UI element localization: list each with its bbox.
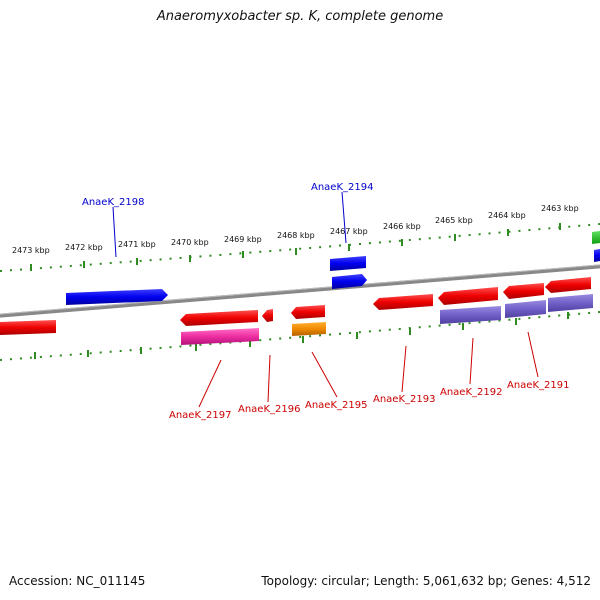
gene-arrow[interactable] (66, 289, 168, 305)
ruler-label: 2468 kbp (277, 231, 315, 240)
gene-arrow[interactable] (291, 305, 325, 319)
gene-arrow[interactable] (592, 231, 600, 244)
gene-arrow[interactable] (548, 294, 593, 312)
gene-arrow[interactable] (180, 310, 258, 326)
gene-arrow[interactable] (440, 306, 501, 324)
gene-label[interactable]: AnaeK_2196 (238, 404, 300, 415)
gene-arrow[interactable] (503, 283, 544, 299)
ruler-label: 2467 kbp (330, 227, 368, 236)
ruler-label: 2469 kbp (224, 235, 262, 244)
ruler-label: 2463 kbp (541, 204, 579, 213)
gene-arrow[interactable] (545, 277, 591, 293)
gene-arrow[interactable] (594, 249, 600, 262)
ruler-labels: 2473 kbp 2472 kbp 2471 kbp 2470 kbp 2469… (12, 204, 579, 255)
gene-arrow[interactable] (262, 309, 273, 322)
genome-backbone (0, 264, 600, 318)
gene-arrow[interactable] (292, 322, 326, 336)
ruler-label: 2465 kbp (435, 216, 473, 225)
ruler-label: 2473 kbp (12, 246, 50, 255)
gene-label[interactable]: AnaeK_2194 (311, 182, 373, 193)
ruler-label: 2471 kbp (118, 240, 156, 249)
outer-ruler-track (0, 223, 600, 272)
ruler-label: 2464 kbp (488, 211, 526, 220)
gene-label[interactable]: AnaeK_2193 (373, 394, 435, 405)
gene-labels: AnaeK_2198 AnaeK_2194 AnaeK_2197 AnaeK_2… (82, 182, 569, 421)
inner-major-ticks (34, 312, 569, 359)
gene-label[interactable]: AnaeK_2191 (507, 380, 569, 391)
inner-ruler-track (0, 311, 600, 361)
topology-text: Topology: circular; Length: 5,061,632 bp… (261, 574, 591, 588)
gene-arrow[interactable] (332, 274, 367, 289)
gene-label[interactable]: AnaeK_2198 (82, 197, 144, 208)
leader-lines (112, 191, 539, 408)
gene-arrow[interactable] (505, 300, 546, 318)
gene-arrow[interactable] (0, 320, 56, 335)
reverse-genes (0, 277, 593, 345)
outer-major-ticks (30, 223, 561, 271)
accession-text: Accession: NC_011145 (9, 574, 146, 588)
genome-backbone-highlight (0, 264, 600, 315)
gene-label[interactable]: AnaeK_2192 (440, 387, 502, 398)
forward-genes (66, 231, 600, 305)
gene-label[interactable]: AnaeK_2197 (169, 410, 231, 421)
gene-label[interactable]: AnaeK_2195 (305, 400, 367, 411)
ruler-label: 2470 kbp (171, 238, 209, 247)
gene-arrow[interactable] (181, 328, 259, 345)
gene-arrow[interactable] (373, 294, 433, 310)
gene-arrow[interactable] (330, 256, 366, 271)
ruler-label: 2472 kbp (65, 243, 103, 252)
map-title: Anaeromyxobacter sp. K, complete genome (156, 9, 444, 24)
gene-arrow[interactable] (438, 287, 498, 305)
ruler-label: 2466 kbp (383, 222, 421, 231)
